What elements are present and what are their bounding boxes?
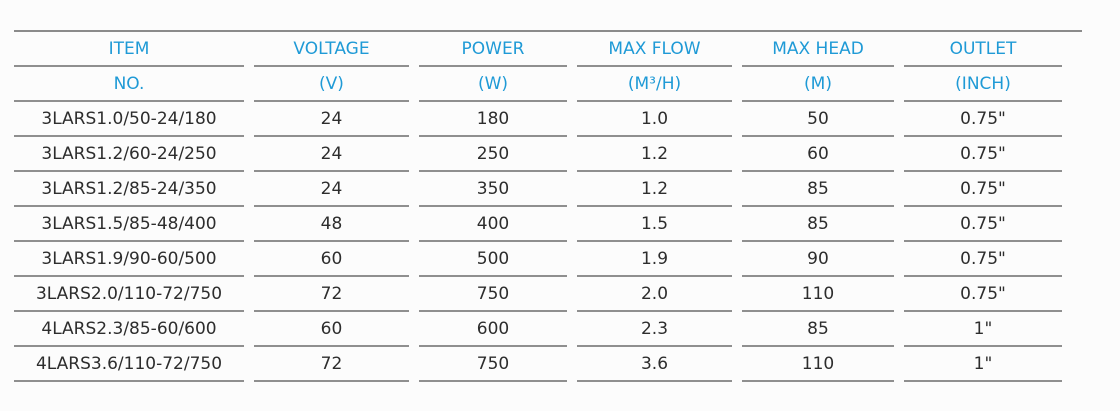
header-item: ITEM [14,32,244,67]
header-row-main: ITEM VOLTAGE POWER MAX FLOW MAX HEAD OUT… [14,32,1062,67]
cell-item-no: 3LARS1.5/85-48/400 [14,207,244,242]
header-item-unit: NO. [14,67,244,102]
cell-max-head: 85 [742,207,894,242]
cell-voltage: 48 [254,207,409,242]
cell-voltage: 72 [254,277,409,312]
cell-max-head: 85 [742,312,894,347]
cell-power: 600 [419,312,567,347]
cell-max-flow: 1.0 [577,102,732,137]
cell-max-flow: 1.2 [577,137,732,172]
cell-item-no: 3LARS1.2/85-24/350 [14,172,244,207]
cell-power: 180 [419,102,567,137]
table-row: 4LARS2.3/85-60/600 60 600 2.3 85 1" [14,312,1062,347]
cell-max-flow: 2.3 [577,312,732,347]
cell-max-head: 50 [742,102,894,137]
cell-power: 750 [419,347,567,382]
cell-item-no: 4LARS3.6/110-72/750 [14,347,244,382]
cell-power: 400 [419,207,567,242]
table-row: 3LARS1.5/85-48/400 48 400 1.5 85 0.75" [14,207,1062,242]
cell-max-head: 90 [742,242,894,277]
cell-item-no: 3LARS1.0/50-24/180 [14,102,244,137]
cell-max-flow: 1.9 [577,242,732,277]
pump-spec-table: ITEM VOLTAGE POWER MAX FLOW MAX HEAD OUT… [4,32,1072,382]
cell-outlet: 0.75" [904,242,1062,277]
cell-outlet: 0.75" [904,277,1062,312]
cell-max-flow: 1.2 [577,172,732,207]
cell-max-head: 110 [742,347,894,382]
cell-voltage: 60 [254,242,409,277]
cell-voltage: 24 [254,137,409,172]
header-outlet: OUTLET [904,32,1062,67]
header-max-flow-unit: (M³/H) [577,67,732,102]
cell-outlet: 0.75" [904,137,1062,172]
cell-item-no: 3LARS1.9/90-60/500 [14,242,244,277]
cell-voltage: 60 [254,312,409,347]
cell-item-no: 3LARS2.0/110-72/750 [14,277,244,312]
table-row: 3LARS1.2/85-24/350 24 350 1.2 85 0.75" [14,172,1062,207]
header-voltage-unit: (V) [254,67,409,102]
cell-outlet: 0.75" [904,102,1062,137]
cell-item-no: 3LARS1.2/60-24/250 [14,137,244,172]
header-outlet-unit: (INCH) [904,67,1062,102]
cell-power: 750 [419,277,567,312]
table-row: 3LARS1.2/60-24/250 24 250 1.2 60 0.75" [14,137,1062,172]
header-power: POWER [419,32,567,67]
table-row: 3LARS1.9/90-60/500 60 500 1.9 90 0.75" [14,242,1062,277]
cell-outlet: 0.75" [904,172,1062,207]
cell-power: 250 [419,137,567,172]
table-top-border [14,30,1082,32]
cell-power: 500 [419,242,567,277]
table-row: 3LARS1.0/50-24/180 24 180 1.0 50 0.75" [14,102,1062,137]
cell-max-head: 110 [742,277,894,312]
cell-outlet: 1" [904,347,1062,382]
cell-outlet: 1" [904,312,1062,347]
cell-voltage: 24 [254,102,409,137]
cell-max-head: 85 [742,172,894,207]
header-power-unit: (W) [419,67,567,102]
header-row-units: NO. (V) (W) (M³/H) (M) (INCH) [14,67,1062,102]
table-row: 3LARS2.0/110-72/750 72 750 2.0 110 0.75" [14,277,1062,312]
header-max-head: MAX HEAD [742,32,894,67]
cell-max-flow: 1.5 [577,207,732,242]
header-voltage: VOLTAGE [254,32,409,67]
header-max-flow: MAX FLOW [577,32,732,67]
cell-outlet: 0.75" [904,207,1062,242]
cell-voltage: 24 [254,172,409,207]
cell-max-head: 60 [742,137,894,172]
header-max-head-unit: (M) [742,67,894,102]
cell-item-no: 4LARS2.3/85-60/600 [14,312,244,347]
table-row: 4LARS3.6/110-72/750 72 750 3.6 110 1" [14,347,1062,382]
cell-max-flow: 2.0 [577,277,732,312]
cell-power: 350 [419,172,567,207]
cell-voltage: 72 [254,347,409,382]
cell-max-flow: 3.6 [577,347,732,382]
